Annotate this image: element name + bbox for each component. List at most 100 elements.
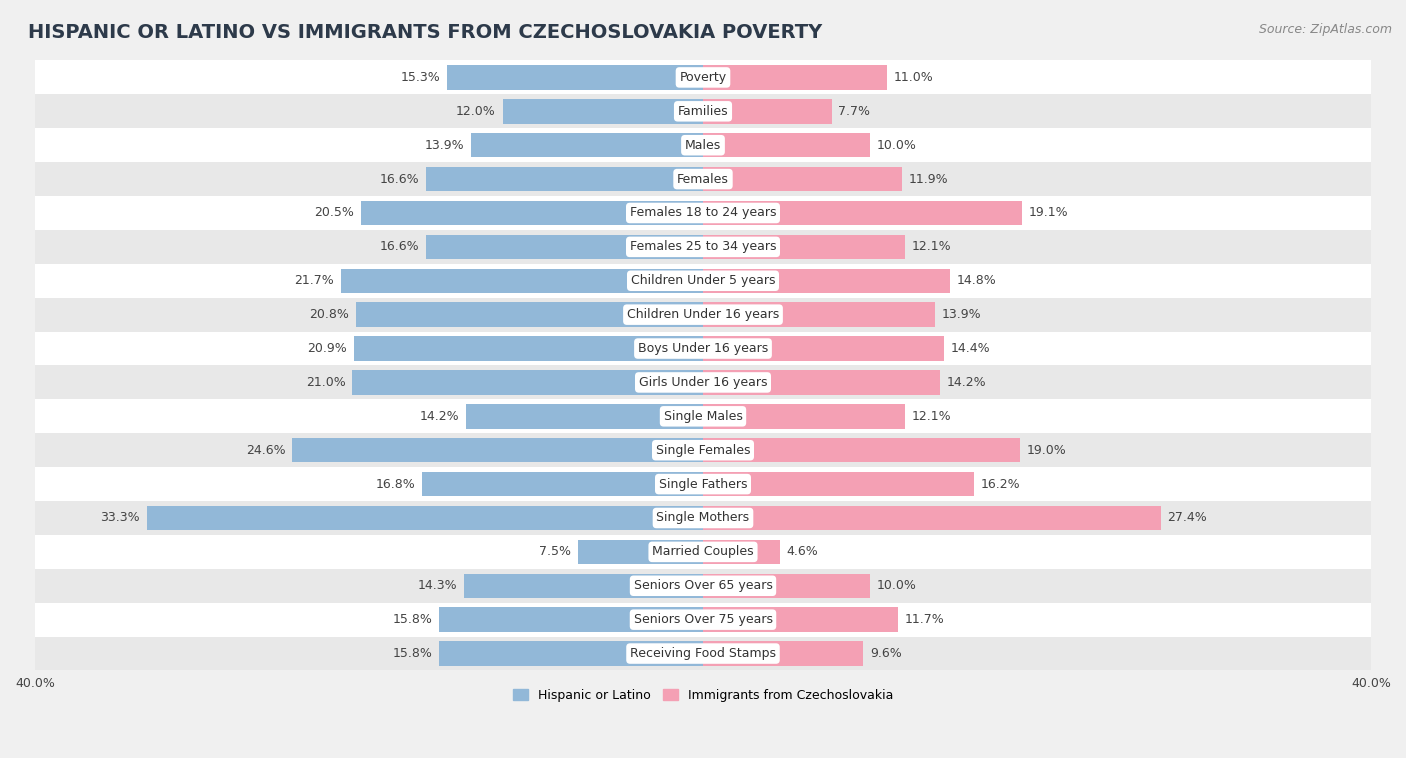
- Text: 13.9%: 13.9%: [425, 139, 464, 152]
- Text: 4.6%: 4.6%: [786, 545, 818, 559]
- Bar: [426, 167, 703, 191]
- Text: Single Males: Single Males: [664, 410, 742, 423]
- Text: 21.7%: 21.7%: [294, 274, 333, 287]
- Bar: [703, 268, 950, 293]
- Bar: [465, 404, 703, 428]
- Bar: [146, 506, 703, 530]
- Text: Females 25 to 34 years: Females 25 to 34 years: [630, 240, 776, 253]
- Bar: [703, 99, 831, 124]
- Text: Poverty: Poverty: [679, 71, 727, 84]
- Text: Seniors Over 65 years: Seniors Over 65 years: [634, 579, 772, 592]
- Bar: [35, 230, 1371, 264]
- Text: 14.8%: 14.8%: [957, 274, 997, 287]
- Bar: [35, 128, 1371, 162]
- Bar: [35, 603, 1371, 637]
- Text: 21.0%: 21.0%: [307, 376, 346, 389]
- Text: 12.1%: 12.1%: [911, 410, 952, 423]
- Text: 12.0%: 12.0%: [456, 105, 496, 117]
- Text: 9.6%: 9.6%: [870, 647, 901, 660]
- Text: 16.6%: 16.6%: [380, 240, 419, 253]
- Text: Receiving Food Stamps: Receiving Food Stamps: [630, 647, 776, 660]
- Text: 16.2%: 16.2%: [980, 478, 1019, 490]
- Bar: [340, 268, 703, 293]
- Text: 7.5%: 7.5%: [538, 545, 571, 559]
- Text: Single Mothers: Single Mothers: [657, 512, 749, 525]
- Bar: [703, 65, 887, 89]
- Bar: [35, 637, 1371, 671]
- Bar: [578, 540, 703, 564]
- Text: Married Couples: Married Couples: [652, 545, 754, 559]
- Text: 7.7%: 7.7%: [838, 105, 870, 117]
- Text: 20.9%: 20.9%: [308, 342, 347, 355]
- Text: 13.9%: 13.9%: [942, 309, 981, 321]
- Text: Source: ZipAtlas.com: Source: ZipAtlas.com: [1258, 23, 1392, 36]
- Text: 15.8%: 15.8%: [392, 613, 433, 626]
- Text: 14.2%: 14.2%: [946, 376, 987, 389]
- Text: 16.8%: 16.8%: [375, 478, 416, 490]
- Text: HISPANIC OR LATINO VS IMMIGRANTS FROM CZECHOSLOVAKIA POVERTY: HISPANIC OR LATINO VS IMMIGRANTS FROM CZ…: [28, 23, 823, 42]
- Text: 11.9%: 11.9%: [908, 173, 948, 186]
- Bar: [35, 94, 1371, 128]
- Bar: [35, 298, 1371, 331]
- Bar: [464, 574, 703, 598]
- Text: Females: Females: [678, 173, 728, 186]
- Bar: [447, 65, 703, 89]
- Bar: [353, 370, 703, 395]
- Text: Children Under 16 years: Children Under 16 years: [627, 309, 779, 321]
- Bar: [703, 167, 901, 191]
- Text: Females 18 to 24 years: Females 18 to 24 years: [630, 206, 776, 220]
- Bar: [703, 235, 905, 259]
- Bar: [35, 331, 1371, 365]
- Legend: Hispanic or Latino, Immigrants from Czechoslovakia: Hispanic or Latino, Immigrants from Czec…: [508, 684, 898, 707]
- Text: Boys Under 16 years: Boys Under 16 years: [638, 342, 768, 355]
- Bar: [35, 467, 1371, 501]
- Bar: [703, 201, 1022, 225]
- Bar: [35, 434, 1371, 467]
- Bar: [35, 264, 1371, 298]
- Text: 11.7%: 11.7%: [905, 613, 945, 626]
- Bar: [703, 641, 863, 666]
- Bar: [35, 196, 1371, 230]
- Bar: [292, 438, 703, 462]
- Text: 16.6%: 16.6%: [380, 173, 419, 186]
- Bar: [703, 133, 870, 158]
- Bar: [35, 365, 1371, 399]
- Bar: [502, 99, 703, 124]
- Bar: [703, 302, 935, 327]
- Bar: [35, 535, 1371, 568]
- Text: 12.1%: 12.1%: [911, 240, 952, 253]
- Bar: [703, 540, 780, 564]
- Text: Girls Under 16 years: Girls Under 16 years: [638, 376, 768, 389]
- Text: 14.4%: 14.4%: [950, 342, 990, 355]
- Bar: [354, 337, 703, 361]
- Bar: [35, 501, 1371, 535]
- Bar: [439, 641, 703, 666]
- Text: 20.5%: 20.5%: [314, 206, 354, 220]
- Text: 10.0%: 10.0%: [877, 579, 917, 592]
- Text: 20.8%: 20.8%: [309, 309, 349, 321]
- Text: 14.3%: 14.3%: [418, 579, 457, 592]
- Bar: [703, 607, 898, 632]
- Bar: [703, 370, 941, 395]
- Bar: [360, 201, 703, 225]
- Bar: [35, 61, 1371, 94]
- Text: Males: Males: [685, 139, 721, 152]
- Bar: [703, 472, 973, 496]
- Text: Single Females: Single Females: [655, 443, 751, 457]
- Text: 11.0%: 11.0%: [893, 71, 934, 84]
- Text: 10.0%: 10.0%: [877, 139, 917, 152]
- Text: 19.1%: 19.1%: [1029, 206, 1069, 220]
- Bar: [422, 472, 703, 496]
- Text: 19.0%: 19.0%: [1026, 443, 1067, 457]
- Bar: [703, 574, 870, 598]
- Text: 33.3%: 33.3%: [101, 512, 141, 525]
- Bar: [703, 337, 943, 361]
- Text: 15.3%: 15.3%: [401, 71, 441, 84]
- Text: 15.8%: 15.8%: [392, 647, 433, 660]
- Text: Children Under 5 years: Children Under 5 years: [631, 274, 775, 287]
- Text: 24.6%: 24.6%: [246, 443, 285, 457]
- Bar: [703, 438, 1021, 462]
- Bar: [426, 235, 703, 259]
- Bar: [35, 399, 1371, 434]
- Bar: [703, 506, 1160, 530]
